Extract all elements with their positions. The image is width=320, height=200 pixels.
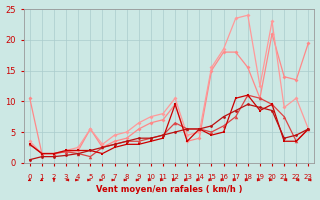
X-axis label: Vent moyen/en rafales ( km/h ): Vent moyen/en rafales ( km/h ) — [96, 185, 242, 194]
